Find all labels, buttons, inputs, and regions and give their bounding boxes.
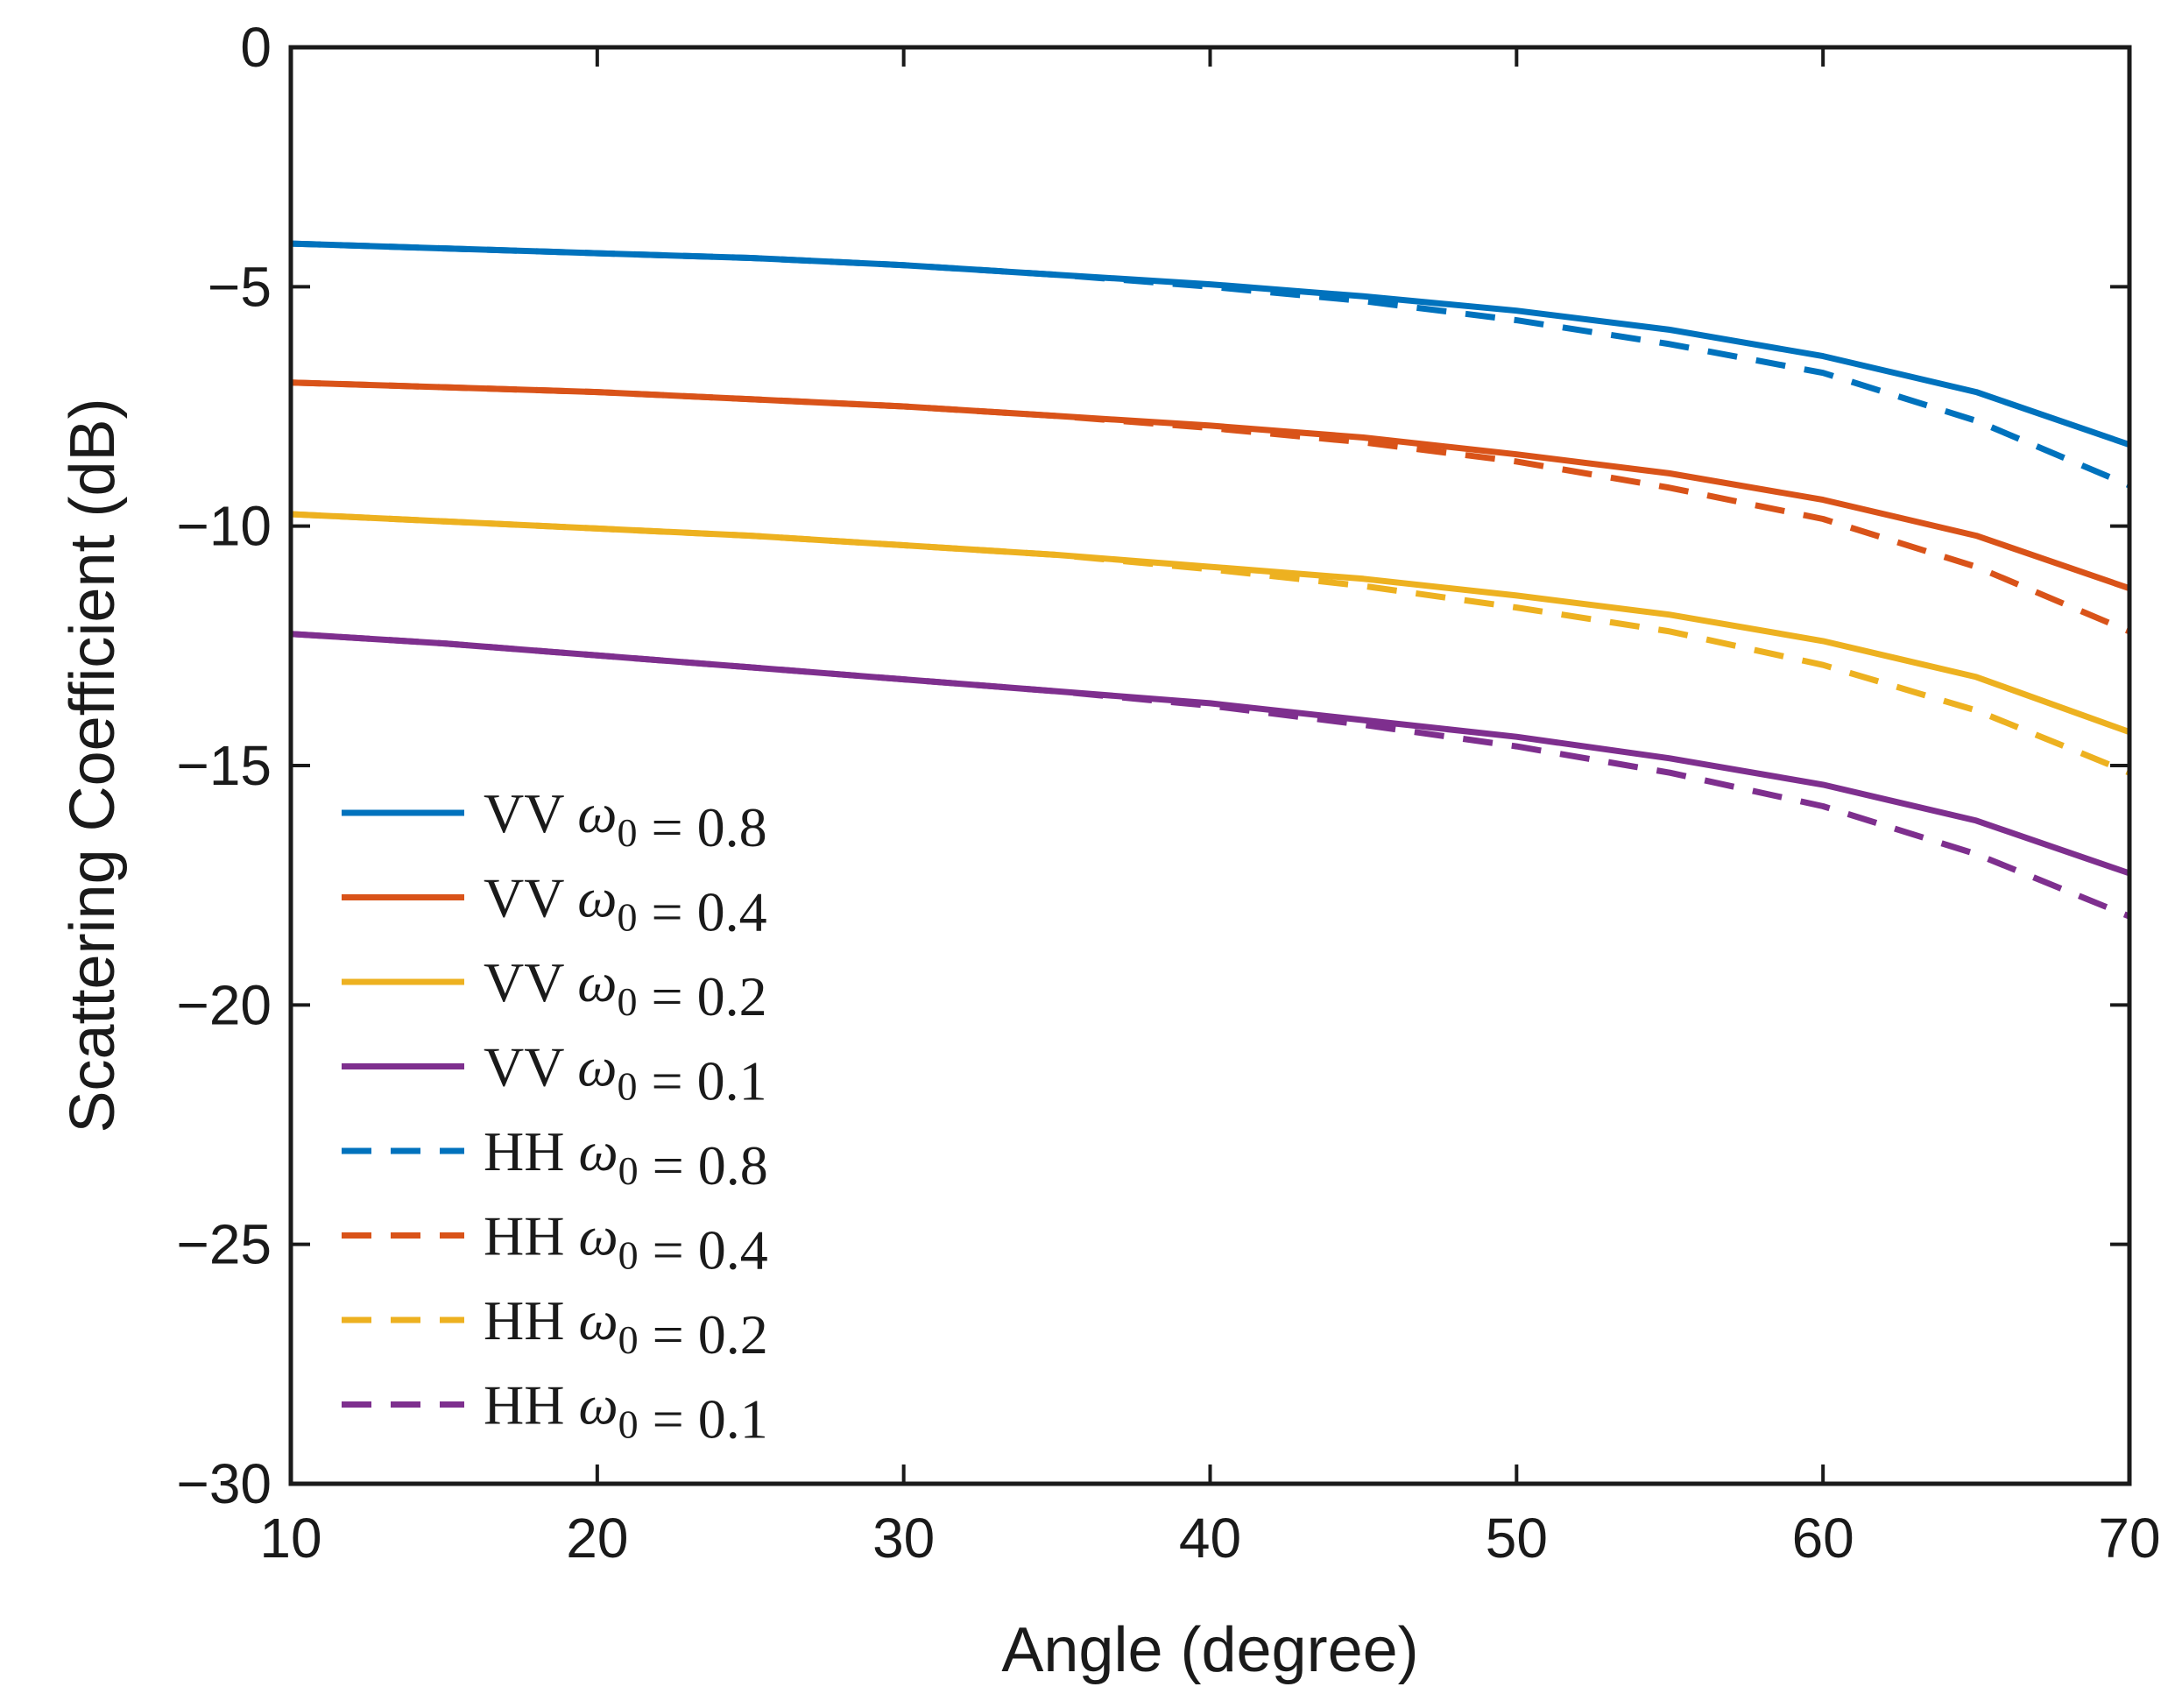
y-tick-label: −5 bbox=[208, 255, 272, 318]
y-tick-label: −15 bbox=[176, 734, 272, 797]
y-axis: 0 −5 −10 −15 −20 −25 −30 bbox=[176, 16, 2129, 1515]
x-tick-label: 10 bbox=[259, 1507, 321, 1570]
legend-label: VV ω0 = 0.1 bbox=[484, 1036, 767, 1112]
axes-box bbox=[288, 45, 2132, 1486]
legend-label: VV ω0 = 0.4 bbox=[484, 867, 767, 943]
y-tick-label: −25 bbox=[176, 1213, 272, 1276]
plot-area bbox=[290, 240, 2131, 920]
legend: VV ω0 = 0.8 VV ω0 = 0.4 VV ω0 = 0.2 VV ω0 =… bbox=[342, 782, 768, 1450]
series-line-hh-0-8 bbox=[290, 240, 2131, 489]
series-line-hh-0-4 bbox=[290, 379, 2131, 635]
x-axis: 10 20 30 40 50 60 70 bbox=[259, 47, 2161, 1570]
y-tick-label: 0 bbox=[240, 16, 272, 79]
y-tick-label: −20 bbox=[176, 973, 272, 1036]
legend-label: HH ω0 = 0.1 bbox=[484, 1374, 768, 1450]
series-line-hh-0-1 bbox=[290, 631, 2131, 920]
x-tick-label: 70 bbox=[2098, 1507, 2160, 1570]
legend-label: HH ω0 = 0.2 bbox=[484, 1289, 768, 1366]
x-tick-label: 60 bbox=[1792, 1507, 1854, 1570]
y-axis-label: Scattering Coefficient (dB) bbox=[58, 398, 128, 1133]
x-tick-label: 50 bbox=[1486, 1507, 1548, 1570]
y-tick-label: −10 bbox=[176, 495, 272, 558]
legend-label: HH ω0 = 0.4 bbox=[484, 1205, 768, 1281]
y-tick-label: −30 bbox=[176, 1452, 272, 1515]
series-line-hh-0-2 bbox=[290, 511, 2131, 776]
x-tick-label: 20 bbox=[566, 1507, 628, 1570]
x-tick-label: 30 bbox=[872, 1507, 935, 1570]
legend-label: VV ω0 = 0.8 bbox=[484, 782, 767, 858]
legend-label: VV ω0 = 0.2 bbox=[484, 951, 767, 1027]
x-tick-label: 40 bbox=[1179, 1507, 1241, 1570]
series-line-vv-0-2 bbox=[290, 511, 2131, 735]
legend-label: HH ω0 = 0.8 bbox=[484, 1120, 768, 1196]
series-line-vv-0-8 bbox=[290, 240, 2131, 448]
x-axis-label: Angle (degree) bbox=[1001, 1615, 1418, 1685]
series-line-vv-0-4 bbox=[290, 379, 2131, 592]
